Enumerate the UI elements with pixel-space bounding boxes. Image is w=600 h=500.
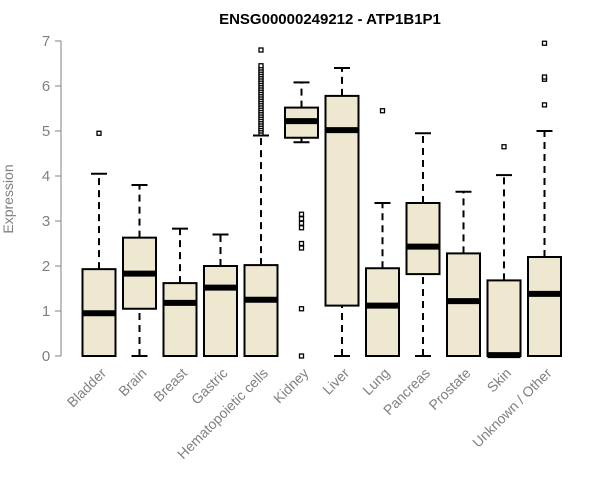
box-6 — [324, 67, 360, 357]
outlier-5-2 — [298, 220, 305, 226]
box-rect-11 — [527, 256, 562, 357]
y-tick-label-2: 2 — [42, 258, 50, 275]
box-8 — [405, 132, 441, 357]
y-tick-label-3: 3 — [42, 213, 50, 230]
box-rect-2 — [162, 282, 198, 358]
outlier-5-4 — [298, 240, 305, 247]
outlier-5-1 — [298, 216, 305, 222]
box-0 — [81, 130, 117, 357]
x-category-label-6: Liver — [319, 365, 352, 398]
y-tick-label-0: 0 — [42, 348, 50, 365]
box-5 — [284, 81, 319, 359]
box-rect-9 — [446, 252, 481, 357]
outlier-11-0 — [541, 102, 548, 108]
box-rect-8 — [405, 202, 441, 276]
outlier-11-2 — [541, 74, 548, 80]
y-axis: 0 1 2 3 4 5 6 7 — [42, 33, 62, 365]
box-4 — [243, 47, 279, 358]
outlier-4-31 — [258, 47, 264, 53]
x-category-label-0: Bladder — [64, 365, 110, 411]
x-category-label-9: Prostate — [425, 365, 473, 413]
y-tick-label-6: 6 — [42, 78, 50, 95]
x-category-label-2: Breast — [150, 365, 190, 405]
y-tick-label-1: 1 — [42, 303, 50, 320]
outlier-7-0 — [379, 108, 386, 114]
outlier-5-0 — [298, 211, 305, 217]
x-category-label-1: Brain — [115, 365, 149, 399]
x-category-label-10: Skin — [484, 365, 515, 396]
outlier-11-3 — [541, 40, 548, 46]
x-category-label-7: Lung — [359, 365, 392, 398]
x-category-label-5: Kidney — [270, 365, 312, 407]
outlier-5-7 — [298, 353, 305, 359]
box-11 — [527, 40, 562, 357]
box-3 — [203, 233, 238, 357]
outlier-4-30 — [258, 63, 264, 69]
box-9 — [446, 190, 481, 357]
y-tick-label-4: 4 — [42, 168, 50, 185]
y-tick-label-5: 5 — [42, 123, 50, 140]
box-10 — [486, 144, 522, 359]
outlier-5-5 — [298, 245, 305, 251]
box-rect-10 — [486, 279, 522, 357]
outlier-5-3 — [298, 225, 305, 231]
box-rect-4 — [243, 264, 279, 358]
box-rect-3 — [203, 265, 238, 357]
boxes-group — [81, 40, 562, 359]
outlier-10-0 — [501, 144, 507, 150]
outlier-0-0 — [96, 130, 102, 136]
y-axis-label: Expression — [0, 164, 16, 233]
chart-title: ENSG00000249212 - ATP1B1P1 — [219, 11, 441, 28]
box-7 — [365, 108, 400, 357]
outlier-5-6 — [298, 306, 305, 312]
box-1 — [122, 184, 157, 357]
y-tick-label-7: 7 — [42, 33, 50, 50]
box-rect-7 — [365, 267, 400, 357]
box-2 — [162, 227, 198, 358]
